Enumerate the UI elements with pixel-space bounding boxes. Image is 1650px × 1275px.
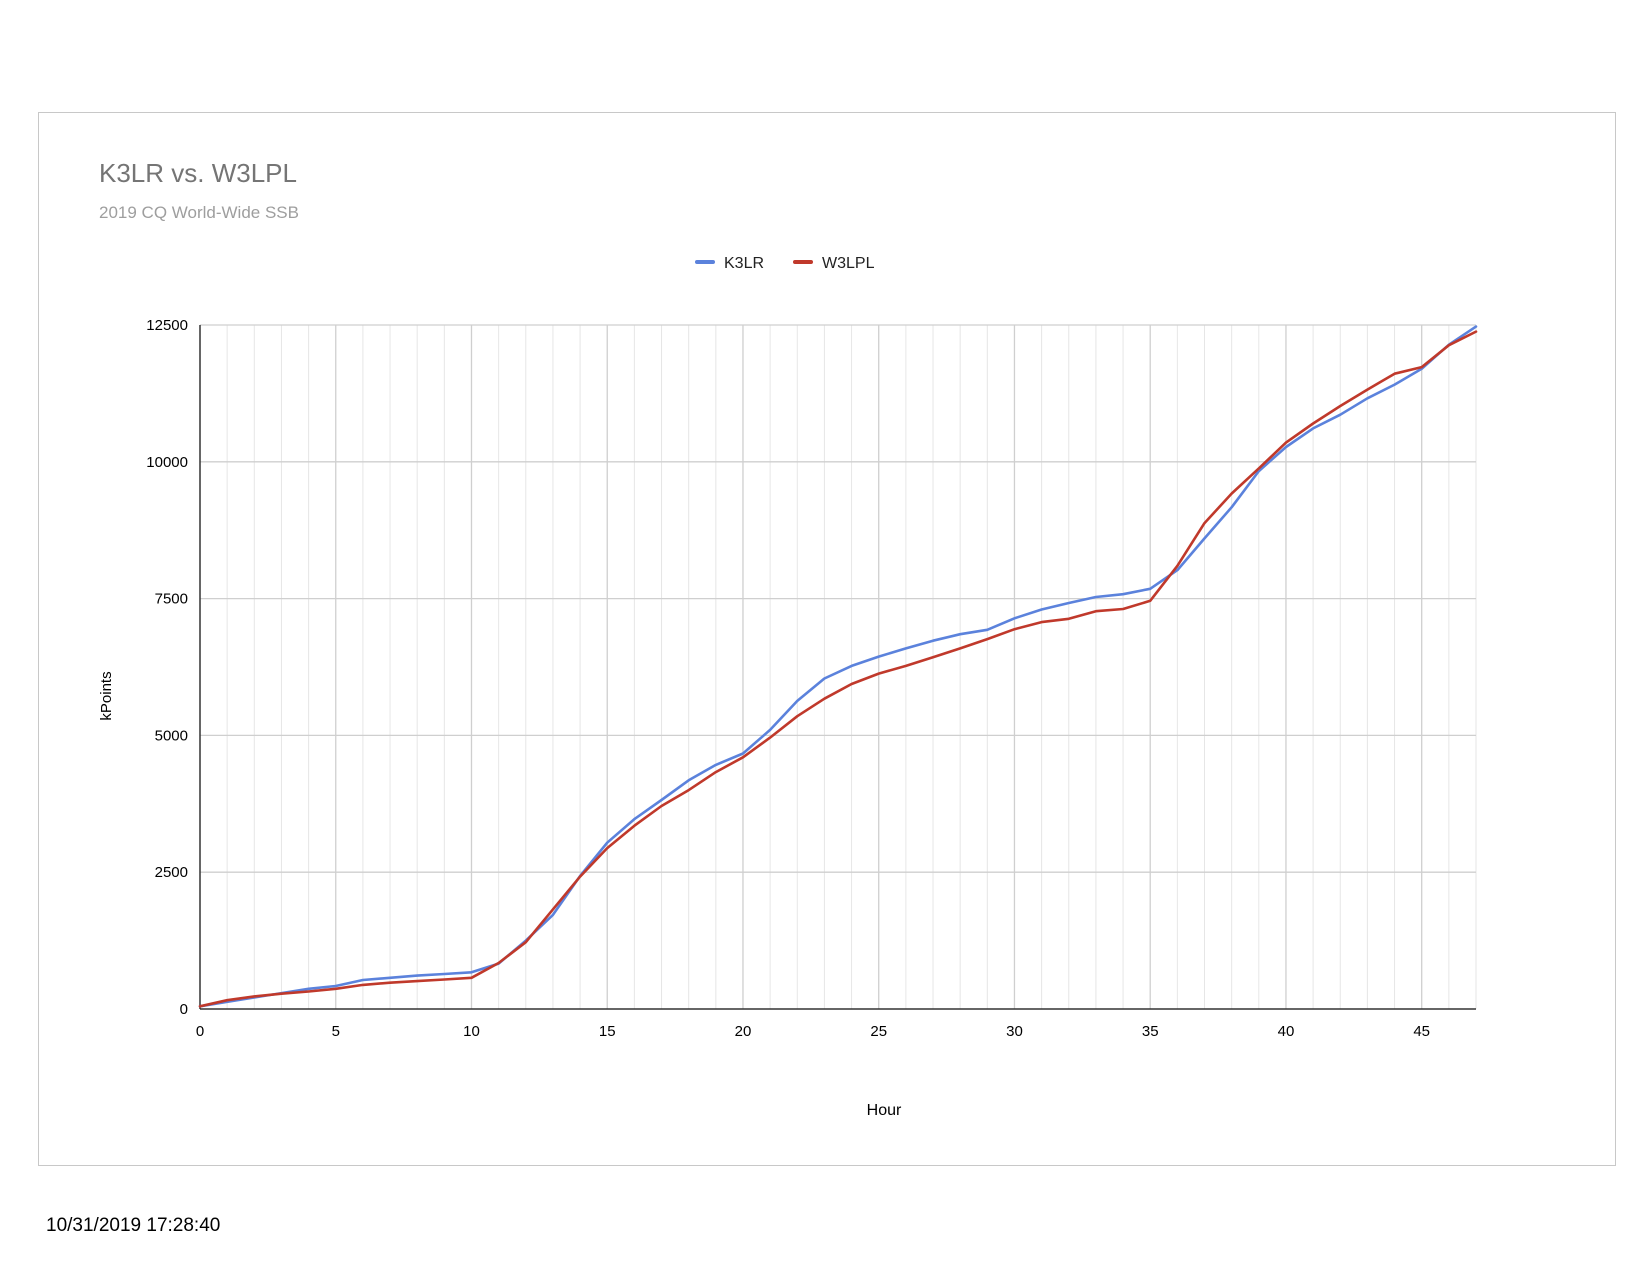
chart-frame: K3LR vs. W3LPL 2019 CQ World-Wide SSB K3… <box>38 112 1616 1166</box>
x-tick-label: 25 <box>870 1023 887 1040</box>
x-tick-label: 0 <box>196 1023 204 1040</box>
series-line-k3lr <box>198 325 1478 1008</box>
x-tick-label: 30 <box>1006 1023 1023 1040</box>
x-tick-label: 10 <box>463 1023 480 1040</box>
y-tick-label: 12500 <box>146 317 188 334</box>
chart-subtitle: 2019 CQ World-Wide SSB <box>99 203 299 222</box>
legend-label-k3lr: K3LR <box>724 255 764 272</box>
y-tick-label: 10000 <box>146 454 188 471</box>
chart-title: K3LR vs. W3LPL <box>99 158 297 188</box>
legend: K3LR W3LPL <box>695 255 875 272</box>
tick-labels: 0 5 10 15 20 25 30 35 40 45 0 2500 5000 7500 10000 1250… <box>146 317 1430 1040</box>
y-tick-label: 7500 <box>155 591 188 608</box>
print-timestamp: 10/31/2019 17:28:40 <box>46 1215 221 1236</box>
x-tick-label: 45 <box>1413 1023 1430 1040</box>
y-tick-label: 0 <box>180 1001 188 1018</box>
x-tick-label: 5 <box>332 1023 340 1040</box>
y-axis-label: kPoints <box>98 671 115 720</box>
axes <box>199 325 1476 1010</box>
x-tick-label: 40 <box>1278 1023 1295 1040</box>
line-chart: K3LR vs. W3LPL 2019 CQ World-Wide SSB K3… <box>98 158 1478 1119</box>
y-tick-label: 2500 <box>155 864 188 881</box>
legend-label-w3lpl: W3LPL <box>822 255 875 272</box>
minor-gridlines <box>226 325 1477 1009</box>
series-line-w3lpl <box>198 330 1478 1008</box>
y-tick-label: 5000 <box>155 727 188 744</box>
x-tick-label: 15 <box>599 1023 616 1040</box>
major-gridlines <box>200 324 1476 1009</box>
x-tick-label: 20 <box>735 1023 752 1040</box>
x-axis-label: Hour <box>867 1102 902 1119</box>
series-lines <box>198 325 1478 1008</box>
x-tick-label: 35 <box>1142 1023 1159 1040</box>
